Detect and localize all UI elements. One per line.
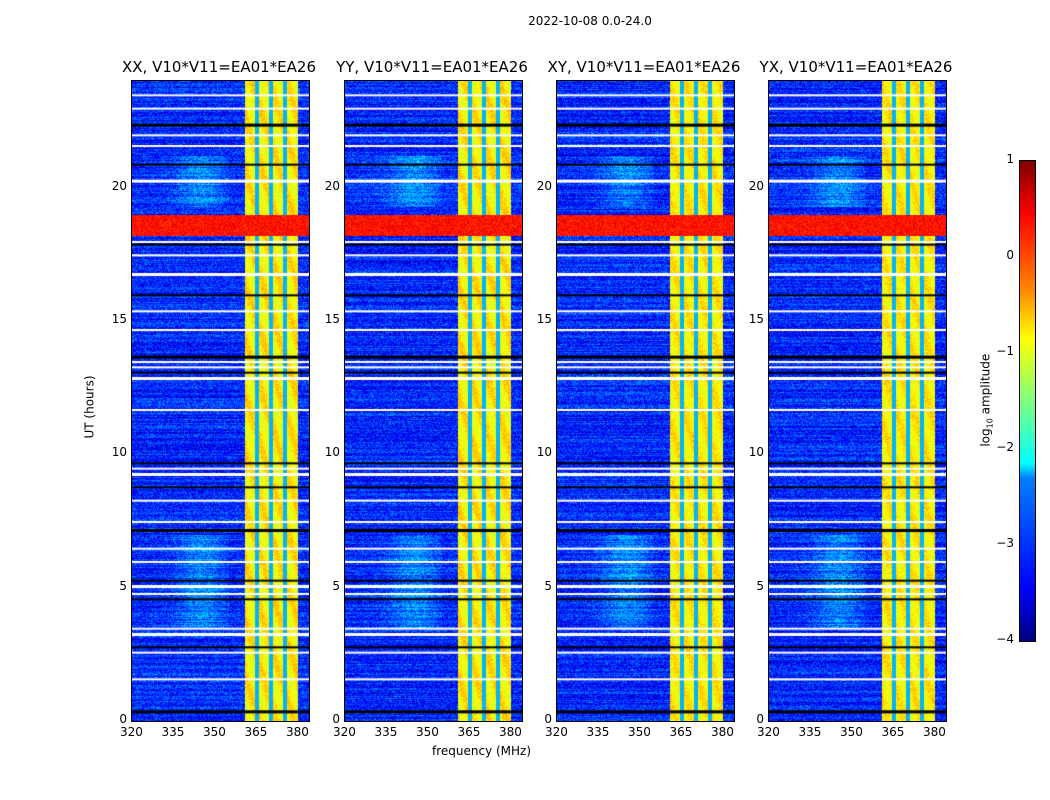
- x-tick-label: 380: [710, 725, 734, 739]
- x-tick-label: 365: [669, 725, 693, 739]
- x-tick-label: 320: [757, 725, 780, 739]
- y-tick-label: 0: [544, 712, 552, 726]
- colorbar-label-main: log: [978, 428, 993, 447]
- x-tick-label: 365: [244, 725, 268, 739]
- colorbar-tick-label: −1: [996, 344, 1014, 358]
- panel-title: XX, V10*V11=EA01*EA26: [121, 58, 316, 76]
- y-tick-label: 15: [111, 312, 127, 326]
- colorbar-tick-label: −3: [996, 536, 1014, 550]
- x-tick-label: 380: [498, 725, 522, 739]
- y-tick-label: 10: [536, 445, 552, 460]
- heatmap-image: [132, 81, 309, 721]
- y-tick-label: 0: [332, 712, 340, 726]
- y-tick-label: 5: [332, 578, 340, 593]
- y-tick-label: 15: [324, 312, 340, 326]
- colorbar-tick-label: 0: [1006, 248, 1014, 262]
- panel-title: YX, V10*V11=EA01*EA26: [759, 58, 953, 76]
- x-tick-label: 320: [545, 725, 568, 739]
- y-tick-label: 5: [756, 578, 764, 593]
- heatmap-image: [557, 81, 734, 721]
- y-tick-label: 5: [119, 578, 127, 593]
- x-tick-label: 320: [333, 725, 356, 739]
- x-tick-label: 380: [285, 725, 309, 739]
- y-tick-label: 5: [544, 578, 552, 593]
- colorbar-label-rest: amplitude: [978, 353, 993, 419]
- heatmap-panel: [344, 80, 523, 722]
- x-tick-label: 335: [374, 725, 398, 739]
- heatmap-panel: [556, 80, 735, 722]
- heatmap-image: [769, 81, 946, 721]
- panel-title: YY, V10*V11=EA01*EA26: [336, 58, 528, 76]
- colorbar: [1019, 160, 1036, 642]
- x-tick-label: 350: [415, 725, 439, 739]
- y-tick-label: 0: [119, 712, 127, 726]
- x-tick-label: 335: [586, 725, 610, 739]
- colorbar-tick-label: −2: [996, 440, 1014, 454]
- heatmap-panel: [768, 80, 947, 722]
- x-tick-label: 350: [202, 725, 226, 739]
- y-tick-label: 20: [111, 178, 127, 193]
- x-tick-label: 365: [881, 725, 905, 739]
- heatmap-panel: [131, 80, 310, 722]
- colorbar-tick-label: 1: [1006, 152, 1014, 166]
- colorbar-tick-label: −4: [996, 632, 1014, 646]
- x-tick-label: 335: [798, 725, 822, 739]
- figure-title: 2022-10-08 0.0-24.0: [528, 14, 652, 28]
- x-tick-label: 350: [627, 725, 651, 739]
- x-axis-label: frequency (MHz): [432, 744, 532, 758]
- y-tick-label: 15: [536, 312, 552, 326]
- colorbar-label-sub: 10: [985, 418, 995, 429]
- y-axis-label: UT (hours): [82, 375, 97, 439]
- y-tick-label: 10: [748, 445, 764, 460]
- panel-title: XY, V10*V11=EA01*EA26: [547, 58, 741, 76]
- y-tick-label: 20: [324, 178, 340, 193]
- colorbar-label: log10 amplitude: [978, 354, 994, 447]
- y-tick-label: 0: [756, 712, 764, 726]
- x-tick-label: 320: [120, 725, 143, 739]
- y-tick-label: 15: [748, 312, 764, 326]
- y-tick-label: 10: [111, 445, 127, 460]
- y-tick-label: 20: [748, 178, 764, 193]
- x-tick-label: 350: [839, 725, 863, 739]
- heatmap-image: [345, 81, 522, 721]
- x-tick-label: 335: [161, 725, 185, 739]
- x-tick-label: 380: [922, 725, 946, 739]
- y-tick-label: 10: [324, 445, 340, 460]
- x-tick-label: 365: [457, 725, 481, 739]
- y-tick-label: 20: [536, 178, 552, 193]
